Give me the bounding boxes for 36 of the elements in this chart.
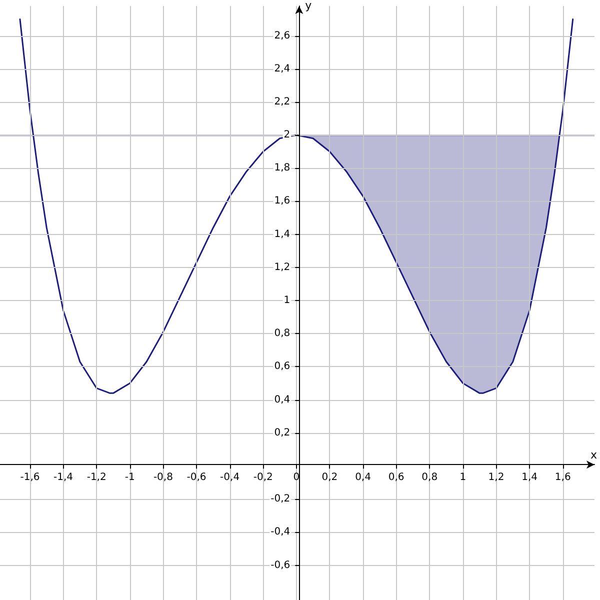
y-tick-label: 1 [284, 295, 290, 306]
x-tick-label: -0,6 [186, 472, 206, 484]
x-tick-label: 0,8 [422, 472, 438, 484]
y-tick-label: 1,8 [274, 162, 290, 174]
x-tick-label: -0,4 [220, 472, 240, 484]
y-tick-label: 2,6 [274, 30, 290, 42]
y-tick-label: 0,8 [274, 328, 290, 340]
y-tick-label: 2,4 [274, 63, 290, 74]
x-tick-label: -1 [124, 472, 135, 484]
y-tick-label: 1,4 [274, 228, 290, 240]
y-axis-title: y [305, 0, 312, 12]
x-tick-label: 1 [460, 472, 466, 484]
y-tick-label: 0,2 [274, 427, 290, 438]
y-tick-label: 0,4 [274, 394, 290, 406]
x-tick-label: -1,6 [20, 472, 40, 484]
y-tick-label: -0,2 [270, 494, 290, 505]
x-tick-label: 1,6 [554, 472, 571, 484]
y-tick-label: 2,2 [274, 96, 290, 108]
x-tick-label: -1,2 [86, 472, 106, 484]
x-tick-label: 1,2 [488, 472, 504, 484]
x-tick-label: -0,2 [253, 472, 273, 484]
x-tick-label: 1,4 [522, 472, 538, 484]
x-tick-label: 0,6 [388, 472, 404, 484]
x-tick-label: 0,2 [322, 472, 338, 484]
y-tick-label: 0,6 [274, 361, 290, 372]
x-axis-title: x [590, 448, 598, 462]
x-tick-label: 0,4 [355, 472, 371, 484]
y-tick-label: 1,6 [274, 196, 290, 207]
y-tick-label: -0,6 [270, 560, 290, 571]
y-tick-label: 1,2 [274, 262, 290, 273]
y-tick-label: -0,4 [270, 526, 290, 538]
x-tick-label: -0,8 [153, 472, 173, 484]
y-tick-label: 2 [284, 130, 290, 141]
x-tick-label: 0 [293, 472, 300, 484]
x-tick-label: -1,4 [54, 472, 74, 484]
line-series [19, 18, 574, 394]
